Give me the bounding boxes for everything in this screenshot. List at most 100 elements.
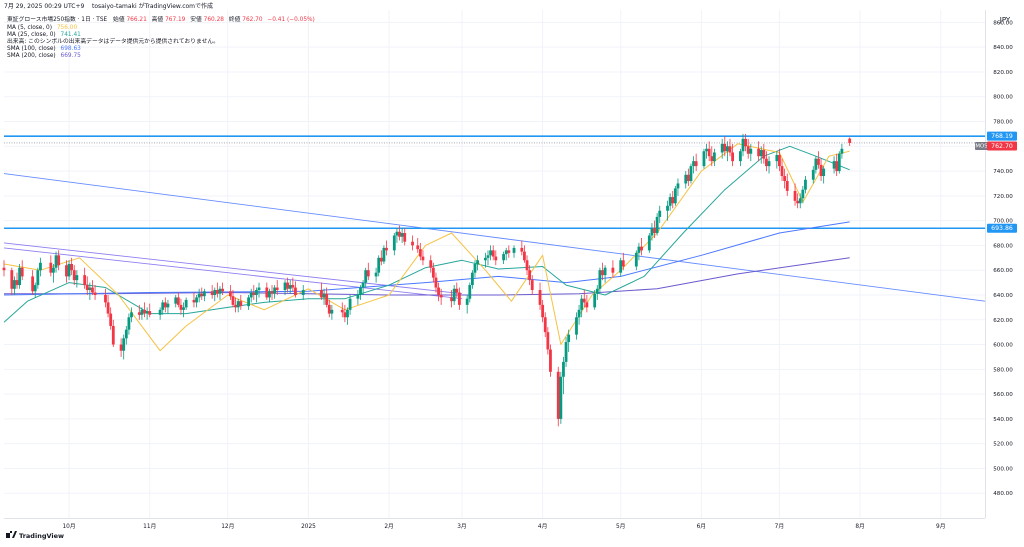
candle-body (320, 290, 323, 298)
candle (202, 288, 206, 302)
candle-body (575, 317, 578, 335)
candle (434, 272, 438, 293)
candle (10, 267, 14, 295)
candle-body (523, 251, 526, 261)
candle (483, 252, 487, 268)
candle-body (392, 235, 396, 251)
candle (556, 366, 560, 427)
candle (247, 294, 250, 310)
ohlc-low-value: 760.28 (204, 17, 225, 23)
candle (725, 141, 729, 162)
candle (765, 151, 768, 172)
candle-body (158, 309, 162, 315)
y-tick-label: 740.00 (993, 169, 1013, 175)
candle (31, 270, 35, 295)
candle-body (556, 371, 560, 419)
candle (268, 288, 271, 303)
candle (647, 233, 651, 253)
candle-body (457, 292, 461, 305)
candle-body (707, 148, 711, 157)
candle-body (291, 285, 295, 288)
x-tick-label: 8月 (855, 523, 865, 530)
candle-body (39, 262, 42, 271)
candle (265, 282, 269, 300)
candle-body (564, 342, 568, 362)
currency-label: JPY (999, 16, 1011, 24)
candle-body (702, 151, 706, 167)
horizontal-lines[interactable] (4, 135, 985, 230)
last-price-value: 762.70 (991, 143, 1013, 150)
legend[interactable]: 東証グロース市場250指数 · 1日 · TSE 始値 766.21 高値 76… (7, 15, 315, 59)
candle (785, 173, 789, 196)
candle-body (530, 280, 534, 291)
candle-body (395, 231, 399, 236)
indicator-volume-label: 出来高: このシンボルの出来高データはデータ提供元から提供されておりません。 (7, 37, 219, 45)
candle (819, 158, 823, 181)
candle-body (127, 317, 131, 330)
candle-body (455, 288, 459, 293)
candle-body (483, 257, 487, 261)
indicator-sma200-value: 669.75 (61, 53, 82, 59)
trend-lines[interactable] (3, 173, 986, 302)
price-axis[interactable]: JPY 480.00 500.00 520.00 540.00 560.00 580.00… (985, 10, 1014, 518)
candle-body (546, 332, 550, 350)
candle (728, 138, 732, 157)
candle (759, 146, 763, 164)
candle (634, 250, 638, 271)
candle-body (595, 288, 599, 294)
candle-body (676, 183, 680, 189)
ma-line (3, 143, 850, 352)
candle (676, 178, 680, 196)
candle-body (366, 270, 370, 277)
candle-body (163, 302, 167, 308)
price-change: −0.41 (−0.05%) (267, 17, 314, 23)
candle-body (559, 376, 563, 419)
candle-body (109, 313, 113, 326)
candle-body (837, 153, 841, 172)
candle-body (197, 293, 201, 298)
candle (470, 270, 474, 289)
candle-body (507, 250, 511, 253)
candle (692, 156, 695, 174)
candle-body (749, 148, 753, 154)
candle-body (421, 256, 425, 261)
candle (320, 282, 323, 300)
candle-body (762, 150, 766, 159)
candle (356, 290, 360, 305)
candle-body (582, 298, 586, 303)
candle-body (429, 260, 433, 268)
candle-body (692, 161, 695, 167)
time-axis[interactable]: 10月 11月 12月 2025 2月 3月 4月 5月 6月 7月 8月 9月 (4, 518, 985, 531)
candle (778, 148, 781, 172)
candle (15, 272, 19, 289)
candle (746, 138, 750, 159)
candle-body (174, 297, 178, 304)
candle (528, 265, 532, 286)
candle (70, 257, 74, 276)
candle-body (741, 138, 745, 152)
candle (398, 225, 401, 241)
candle-body (538, 290, 542, 305)
x-tick-label: 6月 (697, 523, 707, 530)
candle (249, 288, 253, 303)
candle-body (637, 246, 641, 253)
candle-body (694, 161, 698, 167)
candle-body (577, 309, 581, 318)
candle-body (757, 148, 761, 157)
tradingview-logo[interactable]: TradingView (6, 531, 64, 540)
candle-body (268, 291, 271, 298)
candle (163, 297, 167, 313)
candle-body (143, 309, 146, 314)
candle-body (585, 302, 589, 308)
candle-body (148, 311, 152, 315)
candle-body (340, 309, 344, 313)
candle-body (252, 292, 256, 295)
candle (489, 245, 492, 261)
candle-body (255, 290, 258, 295)
candle-body (418, 249, 422, 257)
candle-body (124, 329, 128, 339)
candle-body (91, 287, 94, 293)
candle-body (400, 233, 404, 237)
candle-body (452, 288, 456, 302)
